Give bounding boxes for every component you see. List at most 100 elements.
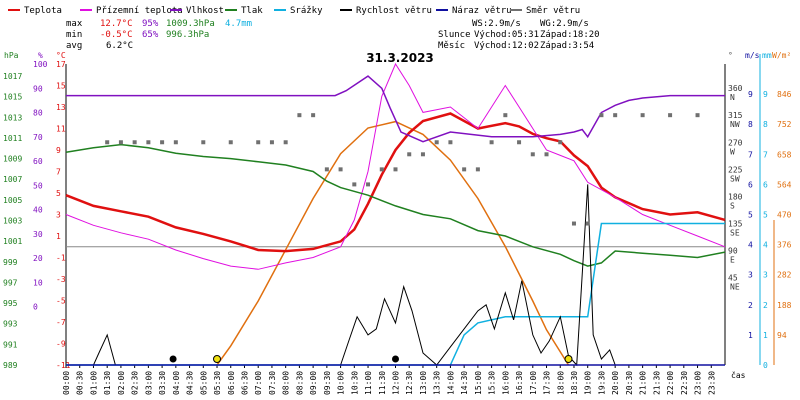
rain-tick: 8 <box>763 120 768 129</box>
temperature-tick: 7 <box>56 168 61 177</box>
temperature-tick: -1 <box>56 254 66 263</box>
wind-dir-point <box>558 140 563 145</box>
x-tick-label: 10:00 <box>337 371 346 395</box>
chart-title: 31.3.2023 <box>366 51 434 65</box>
wind-dir-point <box>324 167 329 172</box>
solar-line <box>216 120 570 366</box>
x-tick-label: 02:30 <box>131 371 140 395</box>
moon-marker <box>169 355 177 363</box>
x-tick-label: 08:00 <box>282 371 291 395</box>
wind-dir-point <box>201 140 206 145</box>
rain-tick: 6 <box>763 180 768 189</box>
x-tick-label: 12:00 <box>392 371 401 395</box>
info-moonset: Západ:3:54 <box>540 41 594 51</box>
stat-avg-temp: 6.2°C <box>106 41 133 51</box>
legend: Teplota Přízemní teplota Vlhkost Tlak Srážky… <box>8 6 580 16</box>
wind-dir-point <box>297 113 302 118</box>
wind-dir-point <box>132 140 137 145</box>
wind-dir-point <box>585 221 590 226</box>
compass-tick: N <box>730 93 735 102</box>
stat-min-hum: 65% <box>142 30 159 40</box>
humidity-tick: 0 <box>33 303 38 312</box>
stat-avg-label: avg <box>66 41 82 51</box>
series-line <box>66 222 725 366</box>
wind-dir-point <box>366 182 371 187</box>
info-sun-label: Slunce <box>438 30 471 40</box>
legend-label: Vlhkost <box>186 6 224 16</box>
wind-dir-point <box>475 167 480 172</box>
x-tick-label: 18:30 <box>570 371 579 395</box>
stat-max-temp: 12.7°C <box>100 19 133 29</box>
legend-label: Směr větru <box>526 6 580 16</box>
info-sunrise: Východ:05:31 <box>474 30 539 40</box>
x-tick-label: 20:00 <box>611 371 620 395</box>
wind-dir-point <box>283 140 288 145</box>
solar-tick: 564 <box>777 180 792 189</box>
x-tick-label: 19:00 <box>584 371 593 395</box>
pressure-tick: 1013 <box>3 113 22 122</box>
wind-dir-point <box>269 140 274 145</box>
compass-tick: SW <box>730 174 740 183</box>
solar-tick: 470 <box>777 211 792 220</box>
unit-pct: % <box>38 51 43 60</box>
x-tick-label: 15:30 <box>488 371 497 395</box>
rain-tick: 2 <box>763 301 768 310</box>
wind-dir-point <box>393 167 398 172</box>
wind-dir-tick: 315 <box>728 111 743 120</box>
wind-speed-tick: 4 <box>748 241 753 250</box>
wind-dir-point <box>118 140 123 145</box>
humidity-tick: 10 <box>33 278 43 287</box>
temperature-tick: 15 <box>56 82 66 91</box>
stats-block: max 12.7°C 95% 1009.3hPa 4.7mm min -0.5°… <box>66 19 252 51</box>
wind-dir-point <box>407 152 412 157</box>
legend-label: Rychlost větru <box>356 6 432 16</box>
wind-dir-point <box>530 152 535 157</box>
pressure-tick: 991 <box>3 340 18 349</box>
wind-dir-point <box>695 113 700 118</box>
x-tick-label: 05:00 <box>199 371 208 395</box>
x-tick-label: 00:30 <box>76 371 85 395</box>
wind-dir-point <box>668 113 673 118</box>
sun-marker <box>564 355 573 363</box>
x-tick-label: 20:30 <box>625 371 634 395</box>
humidity-tick: 60 <box>33 157 43 166</box>
humidity-tick: 50 <box>33 181 43 190</box>
stat-max-label: max <box>66 19 83 29</box>
x-tick-label: 16:30 <box>515 371 524 395</box>
wind-speed-tick: 7 <box>748 150 753 159</box>
wind-dir-point <box>256 140 261 145</box>
x-tick-label: 03:00 <box>144 371 153 395</box>
series-line <box>65 143 726 267</box>
wind-dir-point <box>379 167 384 172</box>
rain-tick: 5 <box>763 211 768 220</box>
solar-tick: 94 <box>777 331 787 340</box>
x-tick-label: 12:30 <box>405 371 414 395</box>
wind-dir-point <box>489 140 494 145</box>
wind-dir-point <box>462 167 467 172</box>
pressure-tick: 1009 <box>3 155 22 164</box>
x-tick-label: 09:30 <box>323 371 332 395</box>
humidity-tick: 40 <box>33 206 43 215</box>
wind-speed-tick: 2 <box>748 301 753 310</box>
series-line <box>65 112 726 253</box>
x-tick-label: 14:30 <box>460 371 469 395</box>
stat-rain: 4.7mm <box>225 19 252 29</box>
x-tick-label: 06:30 <box>240 371 249 395</box>
sun-marker <box>213 355 222 363</box>
stat-max-press: 1009.3hPa <box>166 19 215 29</box>
wind-dir-point <box>517 140 522 145</box>
rain-tick: 0 <box>763 361 768 370</box>
x-tick-label: 21:30 <box>652 371 661 395</box>
x-tick-label: 22:30 <box>680 371 689 395</box>
x-tick-label: 10:30 <box>350 371 359 395</box>
unit-wm2: W/m² <box>772 51 791 60</box>
wind-dir-tick: 225 <box>728 165 743 174</box>
info-block: WS:2.9m/s WG:2.9m/s Slunce Východ:05:31 … <box>438 19 600 51</box>
temperature-tick: 9 <box>56 146 61 155</box>
pressure-tick: 993 <box>3 320 18 329</box>
stat-min-press: 996.3hPa <box>166 30 209 40</box>
solar-tick: 282 <box>777 271 792 280</box>
wind-speed-tick: 9 <box>748 90 753 99</box>
x-tick-label: 03:30 <box>158 371 167 395</box>
